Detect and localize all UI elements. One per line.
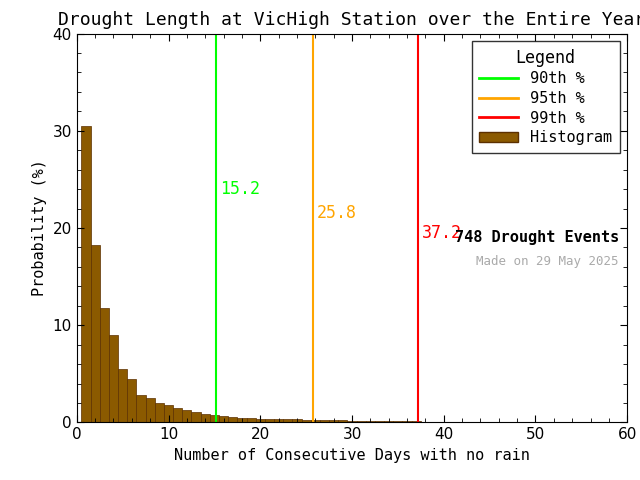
Bar	[439, 421, 449, 422]
Title: Drought Length at VicHigh Station over the Entire Year: Drought Length at VicHigh Station over t…	[58, 11, 640, 29]
Bar	[301, 420, 311, 422]
Bar	[320, 420, 329, 422]
Bar	[412, 421, 421, 422]
Bar	[311, 420, 320, 422]
Bar	[182, 410, 191, 422]
Bar	[394, 421, 403, 422]
Text: 15.2: 15.2	[220, 180, 260, 198]
Bar	[265, 419, 274, 422]
Legend: 90th %, 95th %, 99th %, Histogram: 90th %, 95th %, 99th %, Histogram	[472, 41, 620, 153]
Bar	[191, 412, 201, 422]
Bar	[348, 421, 356, 422]
Text: Made on 29 May 2025: Made on 29 May 2025	[476, 255, 619, 268]
Bar	[164, 405, 173, 422]
Bar	[274, 420, 284, 422]
Bar	[100, 308, 109, 422]
Bar	[430, 421, 439, 422]
Bar	[292, 420, 301, 422]
Bar	[91, 244, 100, 422]
Text: 748 Drought Events: 748 Drought Events	[454, 230, 619, 245]
Bar	[210, 415, 219, 422]
Bar	[118, 369, 127, 422]
Text: 25.8: 25.8	[317, 204, 357, 222]
Bar	[237, 418, 246, 422]
Bar	[339, 420, 348, 422]
Bar	[228, 417, 237, 422]
Bar	[127, 379, 136, 422]
Bar	[366, 421, 375, 422]
Bar	[284, 420, 292, 422]
Bar	[375, 421, 384, 422]
Bar	[109, 335, 118, 422]
Bar	[384, 421, 394, 422]
Bar	[201, 414, 210, 422]
Bar	[81, 126, 91, 422]
Bar	[246, 418, 256, 422]
Y-axis label: Probability (%): Probability (%)	[32, 159, 47, 297]
Text: 37.2: 37.2	[422, 224, 461, 242]
Bar	[146, 398, 155, 422]
Bar	[155, 403, 164, 422]
Bar	[403, 421, 412, 422]
Bar	[329, 420, 339, 422]
Bar	[356, 421, 366, 422]
Bar	[256, 419, 265, 422]
Bar	[136, 395, 146, 422]
Bar	[173, 408, 182, 422]
Bar	[219, 416, 228, 422]
X-axis label: Number of Consecutive Days with no rain: Number of Consecutive Days with no rain	[174, 448, 530, 463]
Bar	[421, 421, 430, 422]
